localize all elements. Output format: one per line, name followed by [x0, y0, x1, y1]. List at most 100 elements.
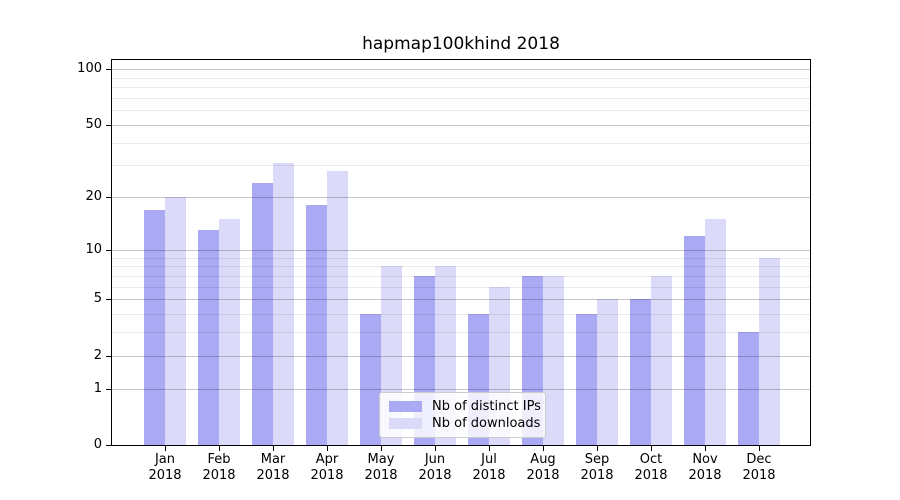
- x-tick-year: 2018: [364, 468, 398, 483]
- x-tick-mark-oct: [651, 446, 652, 451]
- y-tick-label-20: 20: [85, 189, 102, 204]
- bar-dec-s0: [738, 332, 759, 445]
- x-tick-mark-jan: [165, 446, 166, 451]
- gridline-4: [112, 313, 810, 315]
- x-tick-mark-feb: [219, 446, 220, 451]
- bar-mar-s0: [252, 183, 273, 445]
- bar-jan-s0: [144, 209, 165, 445]
- y-tick-label-5: 5: [93, 291, 102, 306]
- chart-title: hapmap100khind 2018: [362, 34, 560, 54]
- x-tick-mark-jun: [435, 446, 436, 451]
- x-tick-label-mar: Mar 2018: [241, 452, 305, 484]
- x-tick-mark-may: [381, 446, 382, 451]
- x-tick-mark-mar: [273, 446, 274, 451]
- x-tick-label-jan: Jan 2018: [133, 452, 197, 484]
- y-tick-label-100: 100: [77, 61, 102, 76]
- y-tick-mark-20: [106, 197, 111, 198]
- plot-area: [111, 59, 811, 446]
- x-tick-year: 2018: [688, 468, 722, 483]
- grid-layer: [112, 60, 810, 445]
- x-tick-month: Oct: [639, 452, 663, 467]
- x-tick-label-aug: Aug 2018: [511, 452, 575, 484]
- y-tick-label-1: 1: [93, 381, 102, 396]
- y-tick-label-50: 50: [85, 117, 102, 132]
- y-tick-mark-100: [106, 69, 111, 70]
- bar-mar-s1: [273, 162, 294, 445]
- x-tick-year: 2018: [580, 468, 614, 483]
- x-tick-month: Aug: [530, 452, 556, 467]
- gridline-50: [112, 124, 810, 126]
- x-tick-month: Mar: [260, 452, 286, 467]
- y-tick-mark-50: [106, 125, 111, 126]
- x-tick-mark-dec: [759, 446, 760, 451]
- legend-label-downloads: Nb of downloads: [432, 416, 541, 431]
- y-tick-mark-5: [106, 299, 111, 300]
- gridline-3: [112, 331, 810, 333]
- legend-swatch-downloads: [389, 418, 422, 429]
- y-tick-mark-1: [106, 389, 111, 390]
- x-tick-year: 2018: [202, 468, 236, 483]
- x-tick-year: 2018: [310, 468, 344, 483]
- x-tick-label-oct: Oct 2018: [619, 452, 683, 484]
- gridline-5: [112, 298, 810, 300]
- x-tick-mark-apr: [327, 446, 328, 451]
- x-tick-label-apr: Apr 2018: [295, 452, 359, 484]
- bar-nov-s1: [705, 219, 726, 445]
- x-tick-month: Dec: [746, 452, 772, 467]
- x-tick-mark-aug: [543, 446, 544, 451]
- x-tick-month: Nov: [692, 452, 718, 467]
- y-tick-mark-0: [106, 445, 111, 446]
- x-tick-year: 2018: [256, 468, 290, 483]
- bar-may-s0: [360, 314, 381, 445]
- x-tick-month: Jul: [481, 452, 497, 467]
- gridline-90: [112, 77, 810, 79]
- gridline-8: [112, 265, 810, 267]
- bar-aug-s1: [543, 275, 564, 445]
- gridline-20: [112, 196, 810, 198]
- x-tick-year: 2018: [526, 468, 560, 483]
- gridline-30: [112, 164, 810, 166]
- legend: Nb of distinct IPs Nb of downloads: [379, 392, 546, 438]
- x-tick-month: May: [367, 452, 395, 467]
- bar-oct-s0: [630, 299, 651, 445]
- x-tick-mark-sep: [597, 446, 598, 451]
- x-tick-month: Sep: [584, 452, 610, 467]
- x-tick-month: Jun: [424, 452, 446, 467]
- x-tick-label-dec: Dec 2018: [727, 452, 791, 484]
- x-tick-year: 2018: [634, 468, 668, 483]
- bar-feb-s0: [198, 230, 219, 445]
- bar-dec-s1: [759, 257, 780, 445]
- gridline-2: [112, 355, 810, 357]
- bar-feb-s1: [219, 219, 240, 445]
- legend-swatch-distinct-ips: [389, 401, 422, 412]
- gridline-7: [112, 275, 810, 277]
- x-tick-label-sep: Sep 2018: [565, 452, 629, 484]
- bar-apr-s1: [327, 170, 348, 445]
- legend-entry-distinct-ips: Nb of distinct IPs: [389, 398, 541, 415]
- gridline-10: [112, 249, 810, 251]
- x-tick-year: 2018: [472, 468, 506, 483]
- x-tick-label-jun: Jun 2018: [403, 452, 467, 484]
- x-tick-label-nov: Nov 2018: [673, 452, 737, 484]
- x-tick-mark-nov: [705, 446, 706, 451]
- y-tick-label-10: 10: [85, 242, 102, 257]
- y-tick-mark-10: [106, 250, 111, 251]
- bar-sep-s0: [576, 314, 597, 445]
- gridline-60: [112, 109, 810, 111]
- bar-apr-s0: [306, 205, 327, 445]
- y-tick-mark-2: [106, 356, 111, 357]
- x-tick-mark-jul: [489, 446, 490, 451]
- gridline-1: [112, 388, 810, 390]
- gridline-40: [112, 142, 810, 144]
- gridline-80: [112, 86, 810, 88]
- bar-sep-s1: [597, 299, 618, 445]
- x-tick-label-jul: Jul 2018: [457, 452, 521, 484]
- y-tick-label-0: 0: [93, 437, 102, 452]
- y-tick-label-2: 2: [93, 348, 102, 363]
- bar-nov-s0: [684, 236, 705, 445]
- legend-label-distinct-ips: Nb of distinct IPs: [432, 399, 541, 414]
- x-tick-month: Feb: [207, 452, 231, 467]
- x-tick-year: 2018: [148, 468, 182, 483]
- gridline-100: [112, 68, 810, 70]
